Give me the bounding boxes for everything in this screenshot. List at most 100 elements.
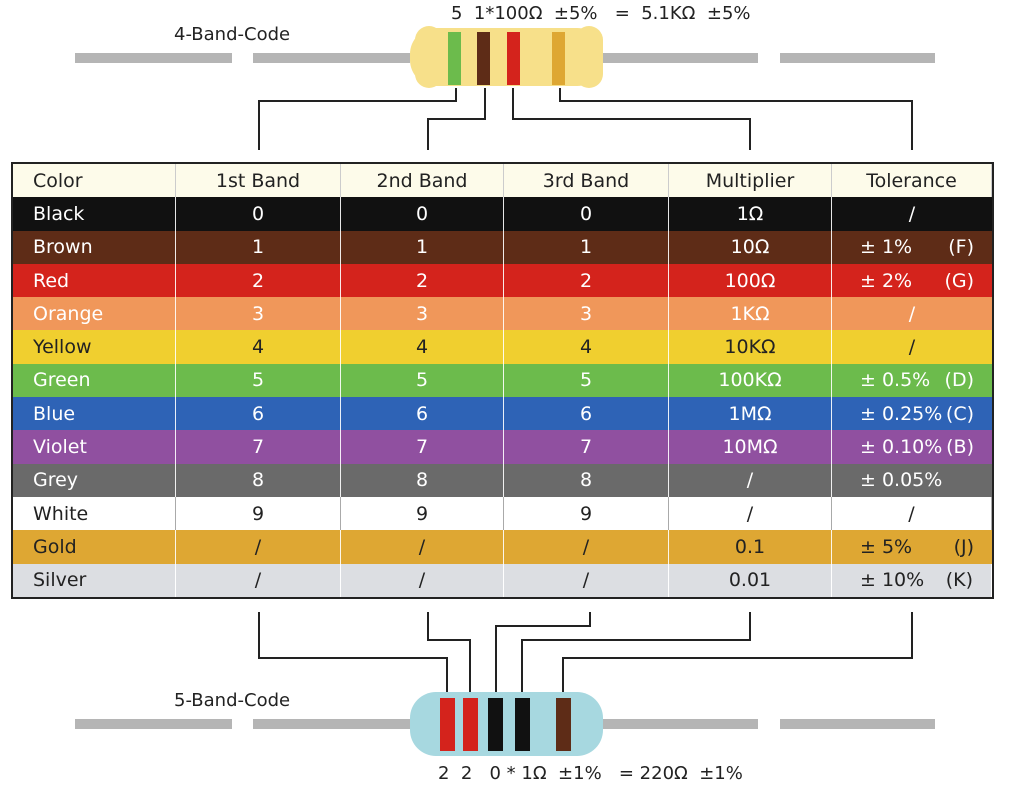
band-brown (477, 32, 490, 85)
tolerance-wrap: ± 0.5% (D) (832, 369, 992, 391)
band-3-value: / (504, 563, 669, 597)
table-header-row: Color 1st Band 2nd Band 3rd Band Multipl… (13, 164, 992, 198)
tolerance-cell: ± 0.25% (C) (832, 397, 992, 430)
band-2-value: 0 (341, 197, 504, 231)
multiplier-value: 1MΩ (669, 397, 832, 431)
multiplier-value: 100Ω (669, 263, 832, 298)
table-row: Grey 8 8 8/± 0.05% (13, 463, 992, 497)
band-3-value: 7 (504, 430, 669, 464)
band-2-value: 4 (341, 330, 504, 364)
band-2-value: 9 (341, 496, 504, 531)
lead-segment (780, 53, 935, 63)
band-2-value: 7 (341, 430, 504, 464)
tolerance-cell: / (832, 496, 992, 531)
color-name: Violet (13, 430, 176, 464)
band-red (440, 698, 455, 751)
resistor-5-body (410, 692, 603, 756)
lead-segment (75, 53, 232, 63)
header-color: Color (13, 164, 176, 198)
tolerance-wrap: ± 5% (J) (832, 536, 992, 558)
band-3-value: 5 (504, 363, 669, 398)
tolerance-value: / (908, 302, 916, 325)
color-name: Silver (13, 563, 176, 597)
band-gold (552, 32, 565, 85)
band-1-value: 5 (176, 363, 341, 398)
tolerance-cell: ± 0.10% (B) (832, 430, 992, 463)
table-row: White 9 9 9// (13, 496, 992, 531)
four-band-formula: 5 1*100Ω ±5% = 5.1KΩ ±5% (451, 3, 751, 24)
band-2-value: 5 (341, 363, 504, 398)
multiplier-value: 0.01 (669, 563, 832, 597)
band-1-value: 7 (176, 430, 341, 464)
lead-segment (253, 53, 410, 63)
band-1-value: 1 (176, 230, 341, 264)
table-row: Brown 1 1 1 10Ω ± 1% (F) (13, 230, 992, 264)
band-3-value: 4 (504, 330, 669, 364)
color-name: Red (13, 263, 176, 298)
tolerance-value: ± 0.5% (860, 369, 931, 392)
band-2-value: 2 (341, 263, 504, 298)
lead-segment (780, 719, 935, 729)
lead-segment (600, 719, 758, 729)
color-name: Yellow (13, 330, 176, 364)
resistor-4-body (410, 26, 603, 88)
table-row: Silver / //0.01 ± 10% (K) (13, 563, 992, 597)
band-1-value: 2 (176, 263, 341, 298)
band-3-value: 6 (504, 397, 669, 431)
multiplier-value: 1Ω (669, 197, 832, 231)
color-name: Blue (13, 397, 176, 431)
color-name: Orange (13, 297, 176, 331)
tolerance-value: ± 1% (860, 236, 913, 259)
color-name: Gold (13, 530, 176, 564)
four-band-code-label: 4-Band-Code (174, 24, 291, 45)
multiplier-value: 100KΩ (669, 363, 832, 398)
band-2-value: / (341, 530, 504, 564)
tolerance-cell: ± 2% (G) (832, 264, 992, 297)
five-band-resistor-diagram (75, 612, 935, 756)
band-green (448, 32, 461, 85)
tolerance-code: (F) (948, 236, 974, 259)
tolerance-wrap: / (832, 503, 991, 525)
tolerance-cell: ± 5% (J) (832, 530, 992, 563)
color-name: White (13, 496, 176, 531)
tolerance-value: / (908, 502, 915, 525)
color-name: Brown (13, 230, 176, 264)
band-red (507, 32, 520, 85)
tolerance-code: (D) (944, 369, 974, 392)
tolerance-code: (G) (944, 269, 974, 292)
tolerance-wrap: / (832, 203, 992, 225)
table-row: Yellow 4 4 4 10KΩ / (13, 330, 992, 364)
tolerance-wrap: ± 0.25% (C) (832, 403, 992, 425)
color-name: Green (13, 363, 176, 398)
tolerance-cell: ± 0.05% (832, 464, 992, 497)
tolerance-wrap: ± 10% (K) (832, 569, 991, 591)
tolerance-value: ± 5% (860, 535, 913, 558)
band-2-value: / (341, 563, 504, 597)
band-1-value: 3 (176, 297, 341, 331)
color-code-table: Color 1st Band 2nd Band 3rd Band Multipl… (11, 162, 994, 599)
tolerance-wrap: ± 2% (G) (832, 270, 992, 292)
multiplier-value: 1KΩ (669, 297, 832, 331)
tolerance-wrap: ± 0.05% (832, 469, 992, 491)
band-3-value: 8 (504, 463, 669, 497)
tolerance-value: ± 2% (860, 269, 913, 292)
table-row: Blue 6 6 6 1MΩ ± 0.25% (C) (13, 397, 992, 431)
table-row: Gold / //0.1 ± 5% (J) (13, 530, 992, 564)
lead-segment (75, 719, 232, 729)
band-1-value: 0 (176, 197, 341, 231)
multiplier-value: 0.1 (669, 530, 832, 564)
band-1-value: 9 (176, 496, 341, 531)
table-row: Green 5 5 5 100KΩ ± 0.5% (D) (13, 363, 992, 398)
tolerance-cell: ± 10% (K) (832, 563, 992, 597)
tolerance-code: (K) (945, 569, 973, 592)
tolerance-value: ± 0.25% (860, 402, 943, 425)
band-3-value: 0 (504, 197, 669, 231)
connector-lines (258, 88, 913, 150)
band-1-value: / (176, 563, 341, 597)
lead-segment (600, 53, 758, 63)
tolerance-code: (J) (953, 535, 974, 558)
band-2-value: 1 (341, 230, 504, 264)
tolerance-value: / (908, 202, 916, 225)
tolerance-cell: ± 0.5% (D) (832, 364, 992, 397)
tolerance-wrap: ± 0.10% (B) (832, 436, 992, 458)
